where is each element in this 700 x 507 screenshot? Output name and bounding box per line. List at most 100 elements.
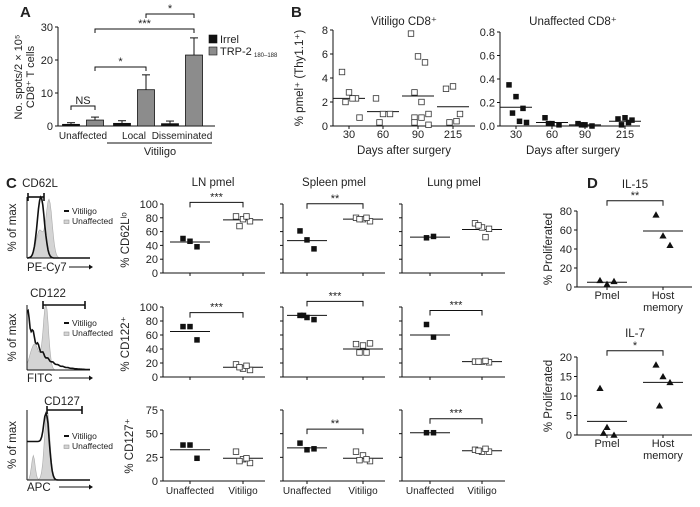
open-square-marker [418, 98, 425, 106]
y-tick-label: 40 [146, 344, 158, 356]
y-tick-label: 0 [152, 372, 158, 384]
chart-title: IL-7 [625, 328, 645, 340]
category-label: Disseminated [152, 131, 213, 142]
significance-label: *** [450, 408, 464, 420]
chart-title: Vitiligo CD8⁺ [371, 16, 437, 28]
filled-square-marker [297, 228, 303, 234]
open-square-marker [411, 119, 418, 126]
y-tick-label: 60 [146, 330, 158, 342]
triangle-marker [610, 277, 618, 285]
category-label: 30 [510, 129, 522, 141]
category-label: 90 [579, 129, 591, 141]
y-tick-label: 20 [560, 352, 572, 364]
legend-label: Irrel [220, 34, 239, 46]
open-square-marker [475, 222, 482, 229]
category-label: Local [122, 131, 146, 142]
open-square-marker [366, 218, 374, 225]
open-square-marker [485, 225, 493, 232]
category-label: 90 [412, 129, 424, 141]
open-square-marker [475, 447, 482, 454]
significance-bracket [70, 105, 96, 110]
x-axis-label: Days after surgery [526, 145, 620, 157]
arrow-right-icon [89, 264, 93, 270]
category-label: Vitiligo [467, 486, 497, 497]
filled-square-marker [430, 233, 437, 240]
y-tick-label: 20 [560, 263, 572, 275]
open-square-marker [456, 110, 464, 118]
open-square-marker [425, 121, 432, 128]
open-square-marker [243, 362, 250, 369]
y-axis-label: % of max [7, 421, 19, 469]
y-tick-label: 80 [146, 316, 158, 328]
filled-square-marker [304, 314, 310, 321]
y-tick-label: 60 [560, 225, 572, 237]
filled-square-marker [523, 119, 530, 126]
significance-label: *** [210, 191, 224, 203]
filled-square-marker [194, 455, 200, 462]
triangle-marker [599, 429, 608, 436]
chart-title: IL-15 [622, 179, 648, 191]
triangle-marker [603, 423, 611, 430]
open-square-marker [411, 89, 418, 96]
filled-square-marker [520, 105, 526, 112]
y-tick-label: 30 [41, 22, 53, 34]
filled-square-marker [423, 235, 430, 241]
y-tick-label: 40 [146, 240, 158, 252]
legend-unaffected-swatch [63, 444, 70, 449]
triangle-marker [659, 232, 667, 239]
significance-bracket [94, 28, 195, 33]
filled-square-marker [187, 238, 193, 245]
significance-label: ** [331, 418, 340, 430]
panel-letter-d: D [587, 175, 598, 192]
open-square-marker [356, 114, 363, 121]
open-square-marker [475, 358, 482, 365]
bar-irrel [161, 123, 179, 127]
bar-trp-2 [185, 54, 203, 127]
y-tick-label: 0 [566, 282, 572, 294]
filled-square-marker [629, 117, 635, 123]
category-label: 60 [377, 129, 389, 141]
y-tick-label: 25 [146, 452, 158, 464]
category-label: Host memory [643, 438, 683, 462]
open-square-marker [414, 53, 422, 60]
legend-subscript: 180–188 [254, 53, 278, 59]
panel-letter-a: A [20, 4, 31, 21]
significance-bracket [145, 13, 195, 18]
legend-swatch [208, 46, 218, 56]
filled-square-marker [423, 429, 430, 436]
legend-unaffected-swatch [63, 331, 70, 336]
open-square-marker [363, 456, 370, 463]
y-tick-label: 0.4 [480, 74, 495, 86]
y-tick-label: 20 [41, 55, 53, 67]
open-square-marker [421, 59, 429, 66]
open-square-marker [342, 98, 349, 106]
filled-square-marker [180, 235, 186, 242]
y-tick-label: 50 [146, 429, 158, 441]
y-axis-label: % CD62Lˡᵒ [120, 212, 132, 268]
y-tick-label: 100 [140, 199, 158, 211]
category-label: Pmel [594, 438, 619, 450]
chart-title: Spleen pmel [302, 177, 366, 189]
filled-square-marker [625, 119, 632, 126]
open-square-marker [246, 218, 254, 225]
filled-square-marker [300, 312, 307, 319]
y-axis-label-line: CD8⁺ T cells [25, 45, 37, 108]
triangle-marker [666, 241, 674, 248]
significance-label: NS [75, 95, 90, 107]
filled-square-marker [589, 123, 595, 129]
open-square-marker [425, 110, 432, 118]
legend-label: Unaffected [72, 216, 113, 226]
open-square-marker [349, 95, 356, 102]
open-square-marker [356, 457, 363, 464]
significance-label: *** [450, 300, 464, 312]
filled-square-marker [545, 120, 552, 127]
legend-label: Unaffected [72, 328, 113, 338]
y-tick-label: 0 [152, 268, 158, 280]
category-label: Unaffected [283, 486, 331, 497]
open-square-marker [446, 119, 453, 126]
open-square-marker [407, 30, 415, 37]
category-label-line: Host [652, 290, 675, 302]
legend-label: Vitiligo [72, 318, 97, 328]
open-square-marker [352, 340, 360, 348]
category-label: Host memory [643, 290, 683, 314]
